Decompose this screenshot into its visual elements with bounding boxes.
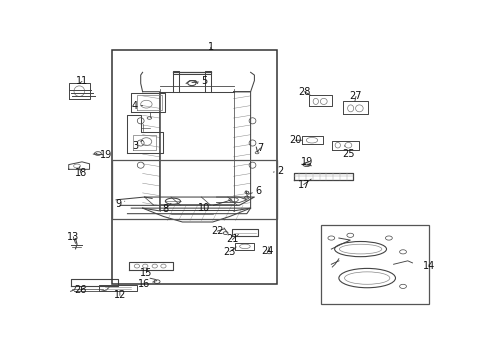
Text: 23: 23 <box>223 247 236 257</box>
Text: 4: 4 <box>132 102 142 111</box>
Text: 24: 24 <box>261 246 273 256</box>
Text: 14: 14 <box>423 261 435 270</box>
Text: 15: 15 <box>140 268 152 278</box>
Text: 12: 12 <box>113 291 126 301</box>
Text: 5: 5 <box>191 76 207 86</box>
Text: 10: 10 <box>198 200 231 213</box>
Text: 19: 19 <box>301 157 313 167</box>
Text: 8: 8 <box>162 203 171 214</box>
Text: 11: 11 <box>76 76 88 86</box>
Text: 9: 9 <box>116 199 124 209</box>
Text: 22: 22 <box>211 226 224 236</box>
Text: 21: 21 <box>226 234 238 244</box>
Bar <box>320 225 428 304</box>
Bar <box>112 159 277 219</box>
Text: 18: 18 <box>75 167 87 178</box>
Text: 2: 2 <box>273 166 283 176</box>
Text: 13: 13 <box>67 232 79 243</box>
Text: 16: 16 <box>137 279 155 289</box>
Text: 6: 6 <box>248 186 261 196</box>
Text: 25: 25 <box>342 146 354 159</box>
Text: 1: 1 <box>207 42 213 52</box>
Bar <box>112 50 277 284</box>
Text: 20: 20 <box>288 135 301 145</box>
Text: 7: 7 <box>257 143 263 153</box>
Text: 3: 3 <box>132 140 142 151</box>
Text: 19: 19 <box>96 150 112 159</box>
Text: 26: 26 <box>75 285 87 296</box>
Text: 28: 28 <box>298 87 310 97</box>
Text: 17: 17 <box>297 179 311 190</box>
Text: 27: 27 <box>349 91 362 102</box>
